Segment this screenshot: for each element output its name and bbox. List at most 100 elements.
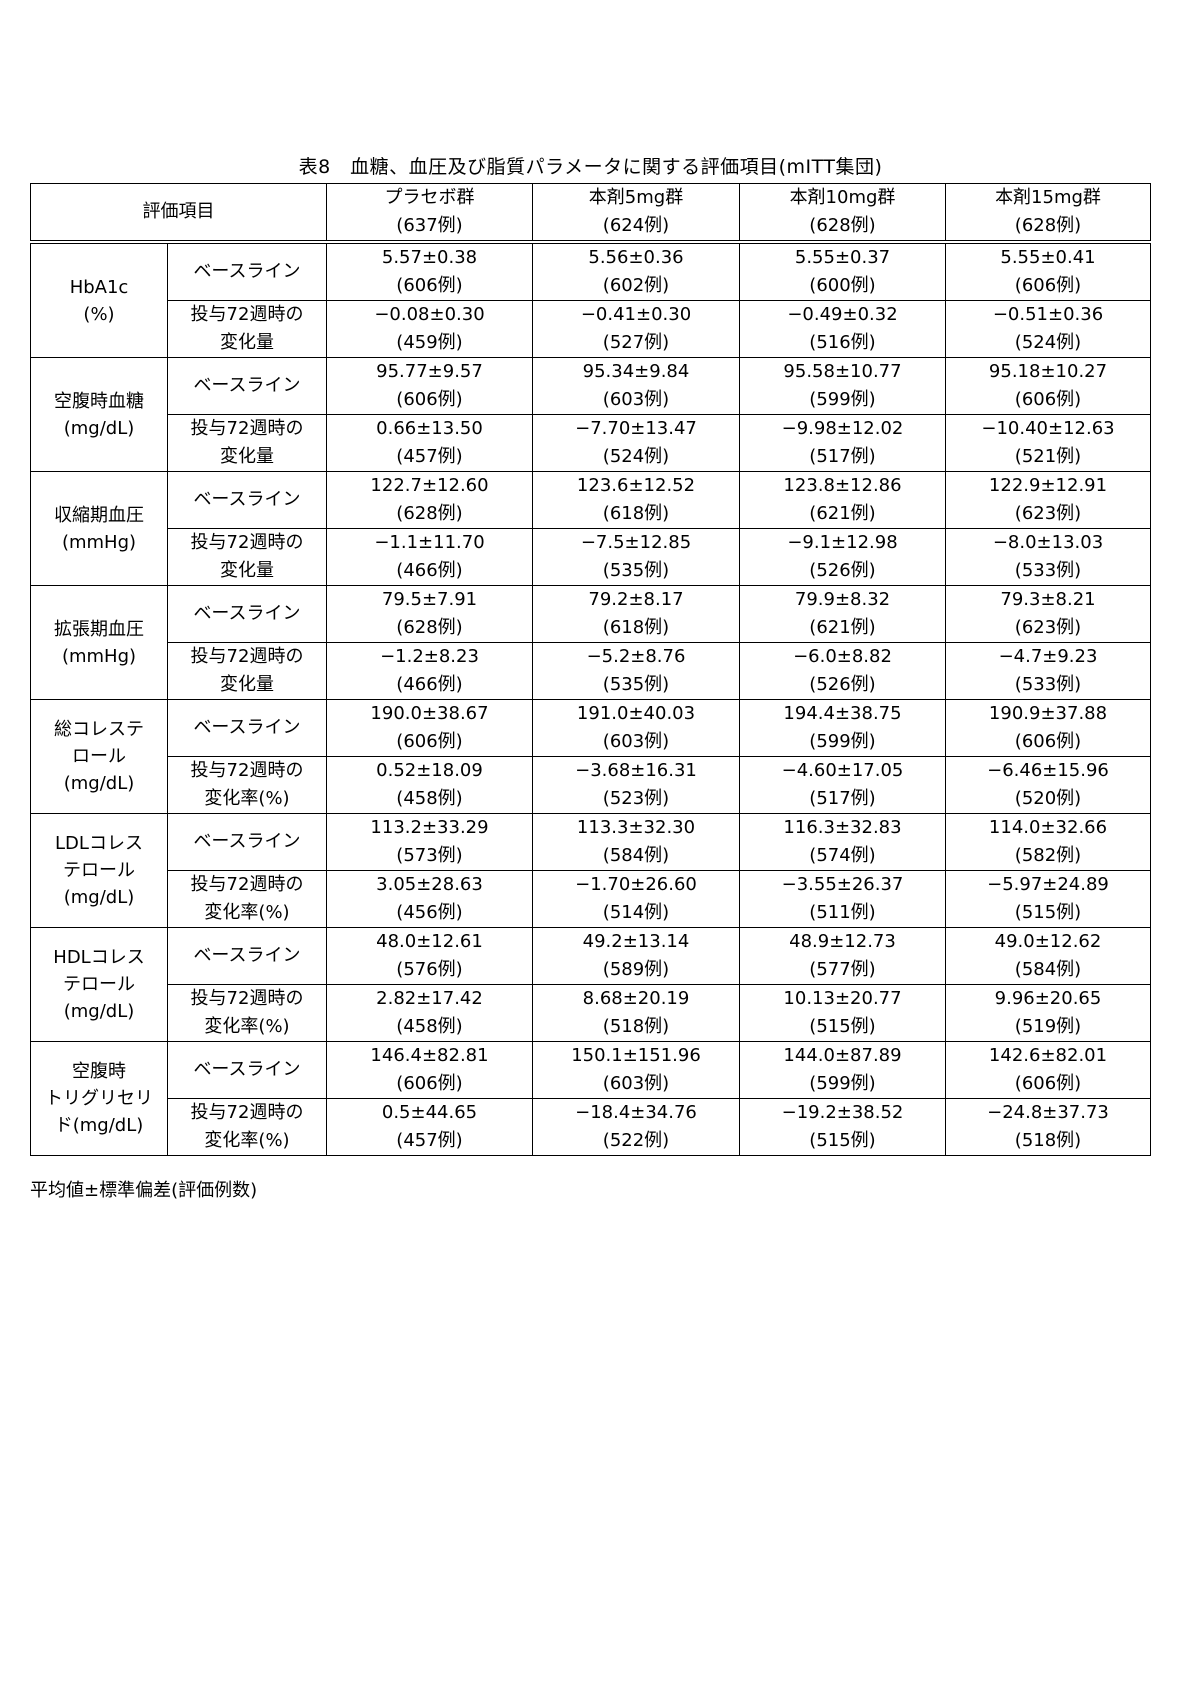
measure-label: 投与72週時の	[190, 874, 304, 895]
measure-label-cell: ベースライン	[167, 585, 327, 643]
n-evaluated: (517例)	[809, 788, 876, 809]
value-cell: 190.0±38.67 (606例)	[326, 699, 533, 757]
n-evaluated: (623例)	[1014, 503, 1082, 524]
measure-label: 投与72週時の	[190, 988, 304, 1009]
group-n: (628例)	[1014, 215, 1082, 236]
value-cell: 79.3±8.21 (623例)	[945, 585, 1151, 643]
n-evaluated: (574例)	[809, 845, 876, 866]
value-cell: −1.2±8.23 (466例)	[326, 642, 533, 700]
n-evaluated: (589例)	[602, 959, 670, 980]
mean-sd: 123.8±12.86	[783, 475, 902, 496]
value-cell: 5.57±0.38 (606例)	[326, 241, 533, 301]
value-cell: −5.97±24.89 (515例)	[945, 870, 1151, 928]
mean-sd: 3.05±28.63	[376, 874, 483, 895]
n-evaluated: (511例)	[809, 902, 876, 923]
table-row: 投与72週時の 変化率(%) 0.5±44.65 (457例) −18.4±34.76 (…	[31, 1098, 1151, 1156]
value-cell: 122.9±12.91 (623例)	[945, 471, 1151, 529]
mean-sd: 190.9±37.88	[988, 703, 1108, 724]
measure-label: 投与72週時の	[190, 646, 304, 667]
measure-label: 変化率(%)	[204, 788, 290, 809]
header-group-15mg: 本剤15mg群 (628例)	[945, 183, 1151, 243]
measure-label: 投与72週時の	[190, 532, 304, 553]
measure-label: 変化量	[220, 332, 274, 353]
category-label: 拡張期血圧	[54, 618, 144, 640]
value-cell: 95.18±10.27 (606例)	[945, 357, 1151, 415]
n-evaluated: (515例)	[809, 1130, 876, 1151]
n-evaluated: (526例)	[809, 674, 876, 695]
category-label: テロール	[63, 974, 135, 995]
mean-sd: 146.4±82.81	[370, 1045, 489, 1066]
header-group-placebo: プラセボ群 (637例)	[326, 183, 533, 243]
value-cell: 48.0±12.61 (576例)	[326, 927, 533, 985]
n-evaluated: (584例)	[1014, 959, 1082, 980]
n-evaluated: (514例)	[602, 902, 670, 923]
n-evaluated: (523例)	[602, 788, 670, 809]
value-cell: 79.5±7.91 (628例)	[326, 585, 533, 643]
mean-sd: 0.66±13.50	[376, 418, 483, 439]
header-row: 評価項目 プラセボ群 (637例) 本剤5mg群 (624例) 本剤10mg群 (62…	[30, 183, 1151, 243]
measure-label-cell: 投与72週時の 変化率(%)	[167, 870, 327, 928]
value-cell: 5.55±0.37 (600例)	[739, 241, 946, 301]
mean-sd: −19.2±38.52	[781, 1102, 904, 1123]
measure-label-cell: 投与72週時の 変化率(%)	[167, 756, 327, 814]
mean-sd: −9.98±12.02	[781, 418, 904, 439]
n-evaluated: (599例)	[809, 389, 876, 410]
mean-sd: 122.9±12.91	[988, 475, 1108, 496]
mean-sd: 5.55±0.41	[1000, 247, 1096, 268]
mean-sd: 144.0±87.89	[783, 1045, 902, 1066]
measure-label-cell: 投与72週時の 変化量	[167, 528, 327, 586]
category-cell: 空腹時 トリグリセリ ド(mg/dL)	[30, 1041, 168, 1156]
table-row: 投与72週時の 変化率(%) 3.05±28.63 (456例) −1.70±26.60…	[31, 870, 1151, 928]
n-evaluated: (459例)	[396, 332, 463, 353]
value-cell: −1.70±26.60 (514例)	[532, 870, 740, 928]
category-label: (mg/dL)	[63, 417, 135, 439]
n-evaluated: (521例)	[1014, 446, 1082, 467]
value-cell: 0.66±13.50 (457例)	[326, 414, 533, 472]
category-label: (%)	[83, 303, 115, 325]
n-evaluated: (535例)	[602, 674, 670, 695]
mean-sd: −1.70±26.60	[575, 874, 697, 895]
group-name: 本剤10mg群	[789, 187, 896, 208]
category-cell: 空腹時血糖 (mg/dL)	[30, 357, 168, 472]
mean-sd: −8.0±13.03	[992, 532, 1104, 553]
table-row: 投与72週時の 変化量 −1.2±8.23 (466例) −5.2±8.76 (535例)…	[31, 642, 1151, 700]
measure-label: ベースライン	[193, 1059, 301, 1080]
value-cell: −0.08±0.30 (459例)	[326, 300, 533, 358]
mean-sd: −6.0±8.82	[793, 646, 892, 667]
mean-sd: 0.52±18.09	[376, 760, 483, 781]
mean-sd: −6.46±15.96	[987, 760, 1109, 781]
mean-sd: −1.1±11.70	[374, 532, 485, 553]
value-cell: −3.68±16.31 (523例)	[532, 756, 740, 814]
category-label: ロール	[72, 746, 126, 767]
table-row: 空腹時血糖 (mg/dL) ベースライン 95.77±9.57 (606例) 95.34±…	[30, 357, 1151, 472]
measure-label-cell: ベースライン	[167, 813, 327, 871]
measure-label: ベースライン	[193, 375, 301, 396]
mean-sd: 2.82±17.42	[376, 988, 483, 1009]
mean-sd: 122.7±12.60	[370, 475, 489, 496]
value-cell: −19.2±38.52 (515例)	[739, 1098, 946, 1156]
value-cell: 113.2±33.29 (573例)	[326, 813, 533, 871]
n-evaluated: (457例)	[396, 446, 463, 467]
group-n: (628例)	[809, 215, 876, 236]
mean-sd: 79.9±8.32	[794, 589, 891, 610]
n-evaluated: (526例)	[809, 560, 876, 581]
n-evaluated: (628例)	[396, 503, 463, 524]
value-cell: 113.3±32.30 (584例)	[532, 813, 740, 871]
measure-label: 変化量	[220, 560, 274, 581]
mean-sd: 5.56±0.36	[588, 247, 684, 268]
header-group-10mg: 本剤10mg群 (628例)	[739, 183, 946, 243]
value-cell: 194.4±38.75 (599例)	[739, 699, 946, 757]
measure-label: 変化率(%)	[204, 1016, 290, 1037]
n-evaluated: (458例)	[396, 788, 463, 809]
n-evaluated: (606例)	[1014, 731, 1082, 752]
n-evaluated: (582例)	[1014, 845, 1082, 866]
n-evaluated: (577例)	[809, 959, 876, 980]
mean-sd: 48.0±12.61	[376, 931, 483, 952]
mean-sd: −0.41±0.30	[580, 304, 692, 325]
category-label: テロール	[63, 860, 135, 881]
value-cell: 150.1±151.96 (603例)	[532, 1041, 740, 1099]
n-evaluated: (602例)	[602, 275, 670, 296]
measure-label-cell: ベースライン	[167, 471, 327, 529]
value-cell: −8.0±13.03 (533例)	[945, 528, 1151, 586]
table-row: 拡張期血圧 (mmHg) ベースライン 79.5±7.91 (628例) 79.2±8.1…	[30, 585, 1151, 700]
